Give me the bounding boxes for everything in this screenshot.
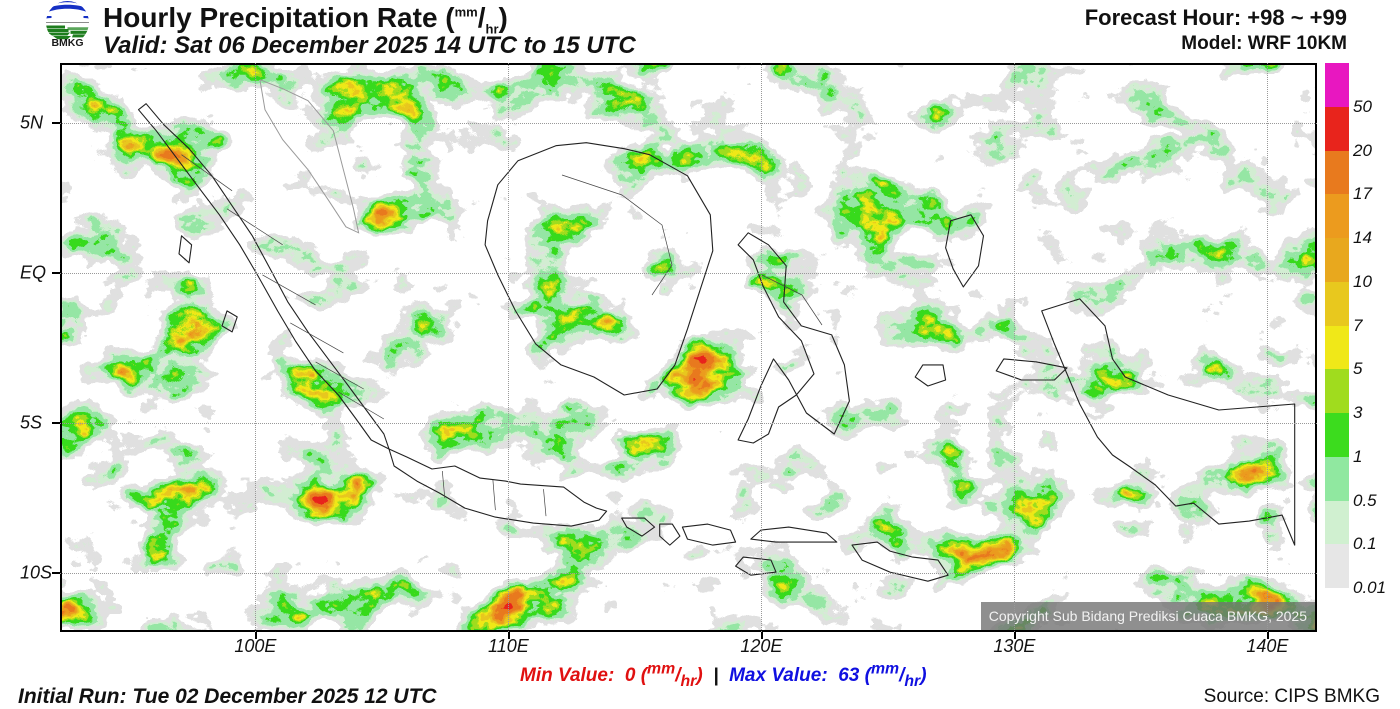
- svg-text:BMKG: BMKG: [51, 37, 83, 47]
